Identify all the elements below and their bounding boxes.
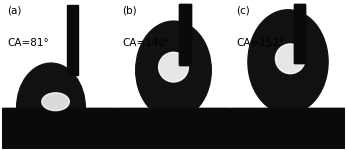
Text: CA=140°: CA=140° [122, 38, 170, 48]
Bar [2, 108, 116, 149]
Bar [294, 4, 305, 63]
Ellipse shape [276, 44, 305, 74]
Text: CA=81°: CA=81° [8, 38, 49, 48]
Bar [231, 108, 345, 149]
Bar [2, 108, 116, 149]
Ellipse shape [159, 52, 188, 82]
Text: (c): (c) [237, 5, 250, 15]
Bar [116, 108, 231, 149]
Bar [294, 4, 305, 63]
Bar [116, 108, 231, 149]
Text: (b): (b) [122, 5, 137, 15]
Text: (a): (a) [8, 5, 22, 15]
Ellipse shape [42, 93, 69, 111]
Bar [231, 108, 345, 149]
Bar [179, 4, 191, 65]
Circle shape [248, 10, 328, 114]
Bar [67, 5, 78, 75]
Circle shape [17, 63, 85, 150]
Bar [179, 4, 191, 65]
Circle shape [136, 21, 211, 119]
Text: CA=152°: CA=152° [237, 38, 285, 48]
